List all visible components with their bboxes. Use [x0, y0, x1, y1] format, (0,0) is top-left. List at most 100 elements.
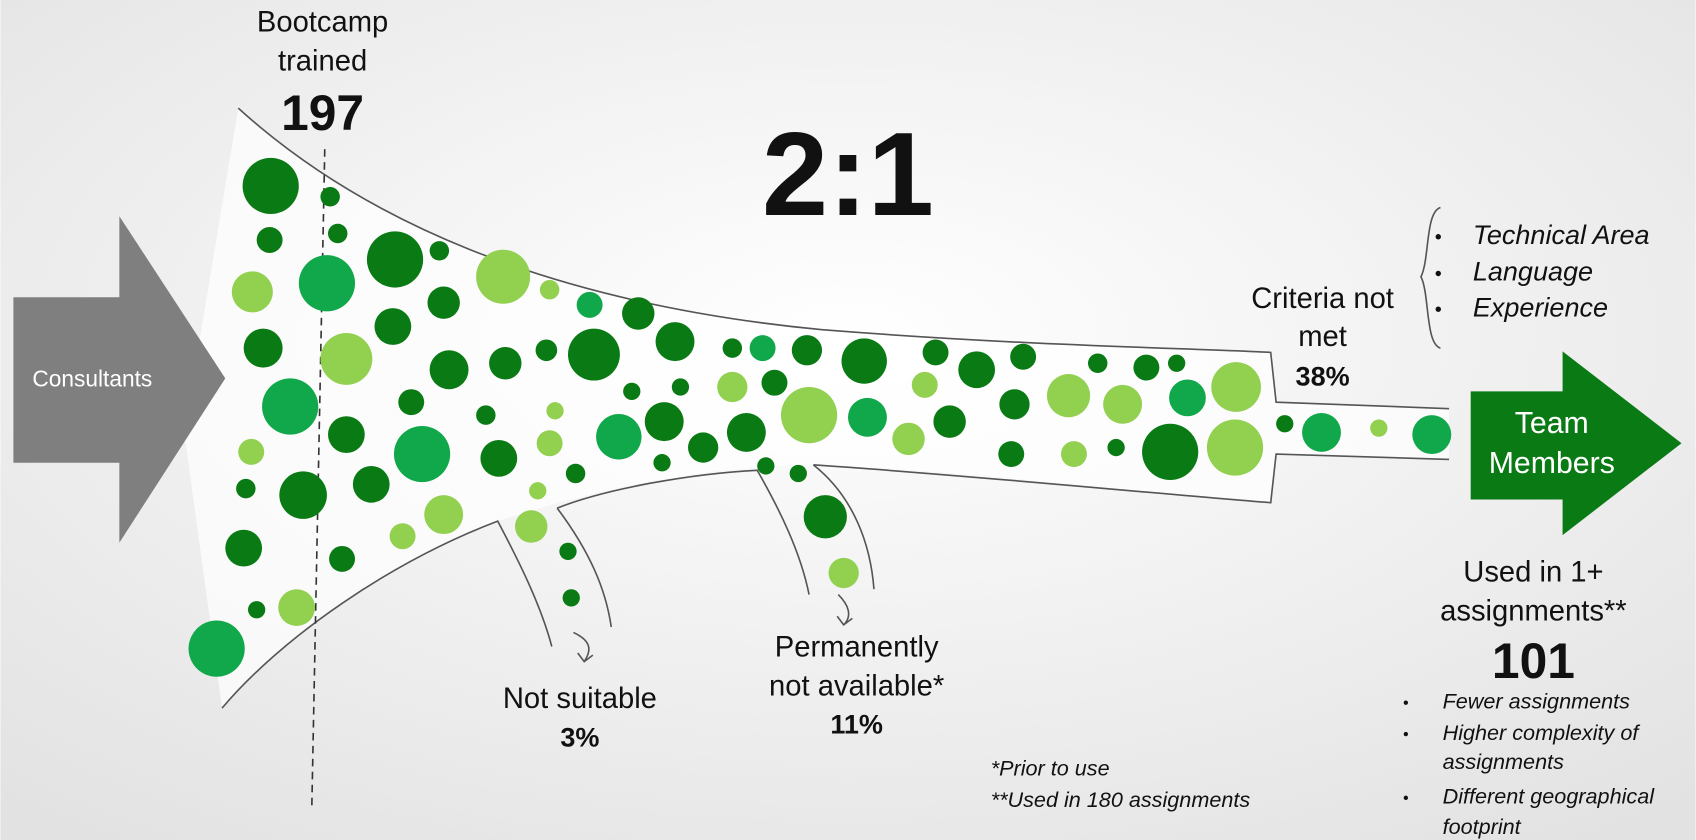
stage-label: Bootcamp	[257, 6, 388, 38]
dot	[726, 412, 766, 452]
dot	[1168, 354, 1186, 372]
dot	[1046, 374, 1091, 418]
dot	[911, 371, 938, 398]
dot	[243, 328, 283, 368]
dot	[671, 378, 690, 396]
dot	[427, 286, 460, 319]
dot	[374, 308, 412, 345]
dot	[622, 297, 655, 330]
dot	[1370, 419, 1388, 437]
stage-label: not available*	[769, 670, 944, 702]
dot	[262, 378, 319, 435]
dot	[546, 402, 564, 420]
dot	[1302, 412, 1341, 452]
dot	[565, 463, 586, 484]
dot	[476, 249, 531, 304]
dot	[717, 371, 748, 403]
dot	[1206, 419, 1264, 476]
stage-label: assignments**	[1440, 596, 1626, 628]
bullet	[1435, 234, 1441, 240]
dot	[278, 589, 316, 626]
dot	[320, 332, 373, 385]
dot	[789, 464, 807, 483]
brace	[1420, 206, 1441, 349]
stage-label: Permanently	[775, 631, 939, 663]
dot	[780, 387, 838, 444]
dot	[298, 255, 356, 312]
dot	[653, 454, 671, 472]
dot	[320, 187, 340, 207]
dot	[535, 339, 558, 362]
start-arrow-label: Consultants	[32, 366, 152, 392]
stage-value: 3%	[560, 723, 599, 753]
dot	[1060, 441, 1087, 468]
stage-label: Used in 1+	[1463, 557, 1603, 589]
stage-value: 38%	[1296, 362, 1350, 392]
dot	[688, 432, 719, 463]
dot	[1412, 415, 1452, 455]
dot	[841, 338, 887, 384]
funnel-top	[237, 107, 1450, 410]
dot	[761, 369, 788, 396]
dot	[424, 495, 464, 535]
bullet	[1403, 795, 1408, 800]
dot	[559, 542, 577, 560]
dot	[722, 338, 743, 358]
dot	[328, 416, 365, 453]
dot	[279, 471, 327, 519]
dot	[1211, 362, 1261, 412]
dot	[568, 328, 620, 381]
dot	[1142, 423, 1199, 480]
dot	[1107, 438, 1125, 457]
dot	[480, 440, 518, 477]
dot	[328, 223, 348, 244]
dot	[256, 227, 283, 253]
dot	[366, 231, 424, 288]
stage-label: Not suitable	[503, 683, 657, 715]
dot	[999, 389, 1030, 420]
dot	[1133, 354, 1160, 381]
dot	[389, 523, 416, 550]
dot	[757, 457, 775, 475]
stage-value: 197	[281, 85, 364, 141]
stage-label: trained	[278, 45, 367, 77]
footnote: *Prior to use	[991, 755, 1110, 780]
dot	[539, 280, 560, 300]
small-arrow	[573, 631, 594, 663]
branch-edge	[556, 507, 613, 628]
dot	[329, 545, 356, 572]
dot	[231, 271, 273, 313]
dot	[1010, 343, 1037, 370]
dot	[1088, 353, 1108, 373]
dot	[958, 351, 996, 389]
stage-value: 101	[1492, 633, 1575, 689]
dot	[1169, 379, 1206, 417]
used-note: footprint	[1443, 814, 1522, 839]
dot	[515, 510, 548, 543]
dot	[644, 402, 684, 442]
small-arrow	[836, 594, 853, 626]
dot	[576, 291, 603, 318]
funnel-bottom	[556, 469, 810, 595]
bullet	[1403, 731, 1408, 737]
dot	[536, 430, 563, 457]
funnel-bottom	[813, 453, 1450, 504]
dot	[242, 157, 299, 215]
end-arrow-label: Members	[1489, 447, 1615, 480]
dot	[1276, 415, 1294, 433]
dot	[489, 347, 522, 380]
dot	[848, 397, 887, 437]
dot	[828, 557, 859, 589]
dot	[998, 441, 1025, 468]
used-note: Higher complexity of	[1443, 720, 1641, 745]
end-arrow-label: Team	[1515, 407, 1589, 440]
dot	[562, 589, 580, 607]
used-note: Different geographical	[1443, 784, 1656, 809]
dot	[352, 465, 390, 503]
branch-edge	[812, 464, 875, 590]
dot	[1103, 384, 1143, 424]
footnote: **Used in 180 assignments	[991, 787, 1251, 812]
bullet	[1435, 270, 1441, 277]
dot	[398, 389, 425, 416]
